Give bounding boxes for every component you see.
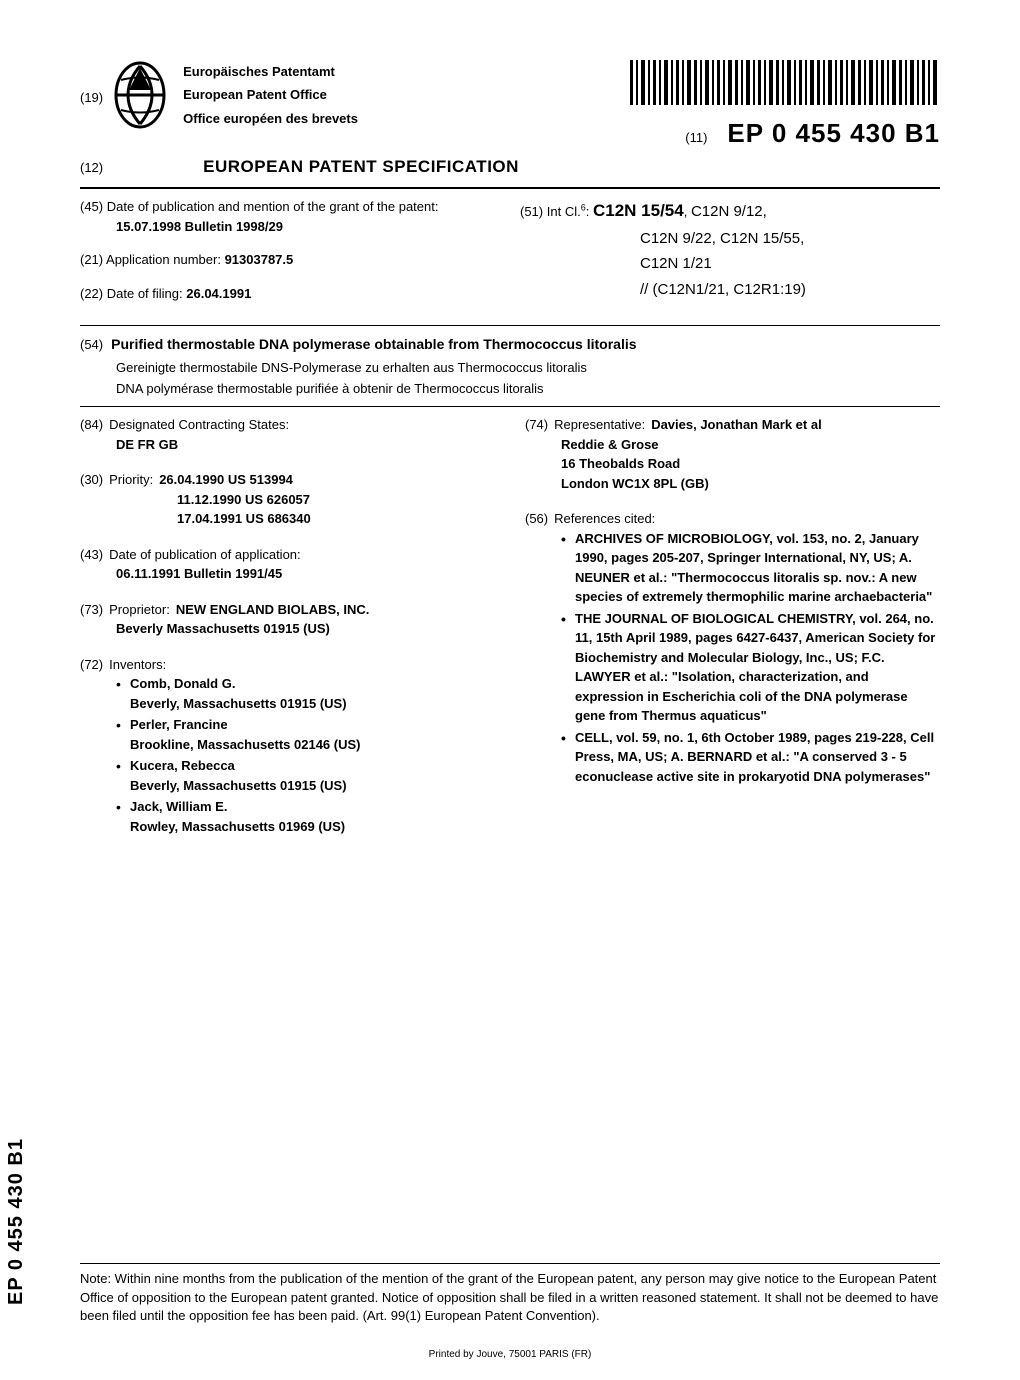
office-name-de: Europäisches Patentamt	[183, 60, 630, 83]
ipc-primary: C12N 15/54	[593, 201, 684, 220]
inid-11: (11)	[685, 130, 707, 145]
inid-72: (72)	[80, 655, 103, 675]
field-43: (43) Date of publication of application:…	[80, 545, 495, 584]
field-73-label: Proprietor:	[109, 600, 170, 620]
office-name-fr: Office européen des brevets	[183, 107, 630, 130]
inventor-2-addr: Brookline, Massachusetts 02146 (US)	[130, 737, 360, 752]
barcode-section: (11) EP 0 455 430 B1	[630, 60, 940, 149]
pub-number-row: (11) EP 0 455 430 B1	[630, 118, 940, 149]
document-type: EUROPEAN PATENT SPECIFICATION	[203, 157, 519, 177]
field-84-label: Designated Contracting States:	[109, 415, 289, 435]
field-22-value: 26.04.1991	[186, 286, 251, 301]
rep-l1: Reddie & Grose	[561, 435, 940, 455]
inid-51: (51)	[520, 204, 543, 219]
inid-12: (12)	[80, 160, 103, 175]
priority-2: 11.12.1990 US 626057	[177, 490, 495, 510]
field-51-sup: 6	[581, 203, 586, 213]
footer-print: Printed by Jouve, 75001 PARIS (FR)	[0, 1349, 1020, 1360]
field-72-label: Inventors:	[109, 655, 166, 675]
inid-56: (56)	[525, 509, 548, 529]
rep-l3: London WC1X 8PL (GB)	[561, 474, 940, 494]
inid-74: (74)	[525, 415, 548, 435]
epo-logo	[113, 60, 168, 135]
inid-19: (19)	[80, 90, 103, 105]
field-22-label: Date of filing:	[107, 286, 183, 301]
divider	[80, 325, 940, 326]
field-56-label: References cited:	[554, 509, 655, 529]
title-section: (54) Purified thermostable DNA polymeras…	[80, 336, 940, 396]
field-51-label: Int Cl.	[547, 204, 581, 219]
field-74: (74) Representative: Davies, Jonathan Ma…	[525, 415, 940, 493]
reference-item: CELL, vol. 59, no. 1, 6th October 1989, …	[561, 728, 940, 787]
main-content: (84) Designated Contracting States: DE F…	[80, 415, 940, 852]
field-21-value: 91303787.5	[225, 252, 294, 267]
field-45-label: Date of publication and mention of the g…	[107, 199, 439, 214]
field-22: (22) Date of filing: 26.04.1991	[80, 284, 500, 304]
inid-43: (43)	[80, 545, 103, 565]
top-fields: (45) Date of publication and mention of …	[80, 197, 940, 317]
reference-item: THE JOURNAL OF BIOLOGICAL CHEMISTRY, vol…	[561, 609, 940, 726]
inid-21: (21)	[80, 252, 103, 267]
rep-name: Davies, Jonathan Mark et al	[651, 415, 822, 435]
inid-84: (84)	[80, 415, 103, 435]
inventor-item: Comb, Donald G. Beverly, Massachusetts 0…	[116, 674, 495, 713]
inventor-3-name: Kucera, Rebecca	[130, 758, 235, 773]
field-30-label: Priority:	[109, 470, 153, 490]
office-names: Europäisches Patentamt European Patent O…	[183, 60, 630, 130]
ipc-line3: C12N 1/21	[640, 255, 712, 272]
doc-type-row: (12) EUROPEAN PATENT SPECIFICATION	[80, 157, 940, 177]
priority-3: 17.04.1991 US 686340	[177, 509, 495, 529]
inid-73: (73)	[80, 600, 103, 620]
opposition-note: Note: Within nine months from the public…	[80, 1263, 940, 1325]
inventor-2-name: Perler, Francine	[130, 717, 228, 732]
field-43-value: 06.11.1991 Bulletin 1991/45	[116, 564, 495, 584]
field-21-label: Application number:	[106, 252, 221, 267]
field-30: (30) Priority: 26.04.1990 US 513994 11.1…	[80, 470, 495, 529]
inid-45: (45)	[80, 199, 103, 214]
ipc-sec1: C12N 9/12,	[691, 203, 767, 220]
inventor-item: Kucera, Rebecca Beverly, Massachusetts 0…	[116, 756, 495, 795]
inventor-3-addr: Beverly, Massachusetts 01915 (US)	[130, 778, 347, 793]
field-21: (21) Application number: 91303787.5	[80, 250, 500, 270]
inventor-1-name: Comb, Donald G.	[130, 676, 235, 691]
field-45-value: 15.07.1998 Bulletin 1998/29	[116, 219, 283, 234]
epo-logo-svg	[113, 60, 168, 130]
ipc-line2: C12N 9/22, C12N 15/55,	[640, 230, 804, 247]
title-en: Purified thermostable DNA polymerase obt…	[111, 336, 636, 352]
proprietor-name: NEW ENGLAND BIOLABS, INC.	[176, 600, 370, 620]
field-43-label: Date of publication of application:	[109, 545, 301, 565]
inid-22: (22)	[80, 286, 103, 301]
divider	[80, 406, 940, 407]
header-row: (19) Europäisches Patentamt European Pat…	[80, 60, 940, 149]
priority-1: 26.04.1990 US 513994	[159, 470, 293, 490]
field-45: (45) Date of publication and mention of …	[80, 197, 500, 236]
inventor-item: Perler, Francine Brookline, Massachusett…	[116, 715, 495, 754]
title-de: Gereinigte thermostabile DNS-Polymerase …	[116, 360, 940, 375]
inid-54: (54)	[80, 337, 103, 352]
reference-item: ARCHIVES OF MICROBIOLOGY, vol. 153, no. …	[561, 529, 940, 607]
ipc-line4: // (C12N1/21, C12R1:19)	[640, 281, 806, 298]
field-73: (73) Proprietor: NEW ENGLAND BIOLABS, IN…	[80, 600, 495, 639]
inid-30: (30)	[80, 470, 103, 490]
inventor-4-name: Jack, William E.	[130, 799, 227, 814]
inventor-1-addr: Beverly, Massachusetts 01915 (US)	[130, 696, 347, 711]
field-72: (72) Inventors: Comb, Donald G. Beverly,…	[80, 655, 495, 837]
inventor-4-addr: Rowley, Massachusetts 01969 (US)	[130, 819, 345, 834]
field-74-label: Representative:	[554, 415, 645, 435]
proprietor-addr: Beverly Massachusetts 01915 (US)	[116, 619, 495, 639]
barcode	[630, 60, 940, 105]
inventor-item: Jack, William E. Rowley, Massachusetts 0…	[116, 797, 495, 836]
field-56: (56) References cited: ARCHIVES OF MICRO…	[525, 509, 940, 786]
title-fr: DNA polymérase thermostable purifiée à o…	[116, 381, 940, 396]
side-publication-number: EP 0 455 430 B1	[5, 1138, 28, 1305]
field-84: (84) Designated Contracting States: DE F…	[80, 415, 495, 454]
publication-number: EP 0 455 430 B1	[727, 118, 940, 149]
divider	[80, 187, 940, 189]
field-84-value: DE FR GB	[116, 435, 495, 455]
rep-l2: 16 Theobalds Road	[561, 454, 940, 474]
field-51: (51) Int Cl.6: C12N 15/54, C12N 9/12, C1…	[520, 197, 940, 302]
office-name-en: European Patent Office	[183, 83, 630, 106]
